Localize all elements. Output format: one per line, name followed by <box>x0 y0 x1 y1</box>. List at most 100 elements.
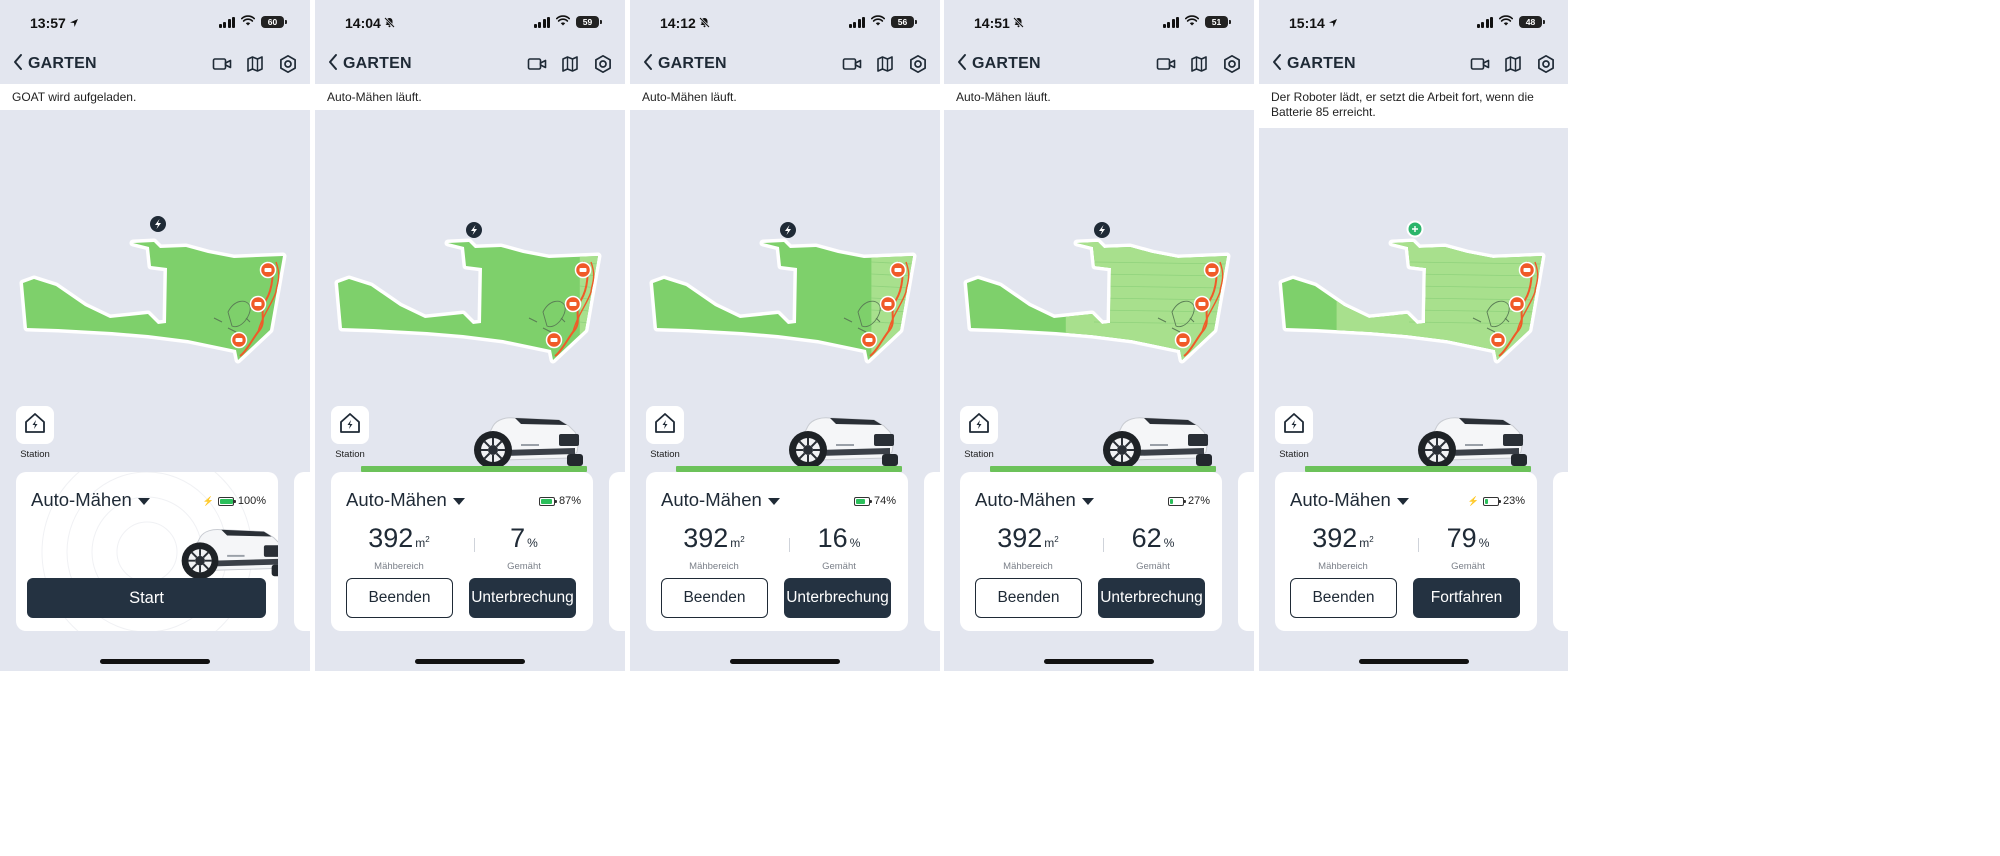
page-title: GARTEN <box>972 55 1041 72</box>
battery-icon <box>1167 496 1187 506</box>
end-button[interactable]: Beenden <box>661 578 768 618</box>
station-button[interactable] <box>960 406 998 444</box>
end-button[interactable]: Beenden <box>346 578 453 618</box>
next-card-peek[interactable] <box>294 472 310 631</box>
station-button[interactable] <box>16 406 54 444</box>
page-title: GARTEN <box>658 55 727 72</box>
map-icon[interactable] <box>1502 52 1523 76</box>
phone-battery: 48 <box>1519 16 1545 28</box>
percent-unit: % <box>527 536 538 550</box>
pause-button[interactable]: Unterbrechung <box>469 578 576 618</box>
status-banner: GOAT wird aufgeladen. <box>0 84 310 110</box>
station-button[interactable] <box>331 406 369 444</box>
status-time: 14:04 <box>345 15 381 31</box>
mode-label: Auto-Mähen <box>31 489 132 510</box>
status-time: 14:51 <box>974 15 1010 31</box>
home-indicator <box>415 659 525 664</box>
next-card-peek[interactable] <box>609 472 625 631</box>
mower-illustration <box>778 410 902 472</box>
map-icon[interactable] <box>244 52 265 76</box>
mowed-label: Gemäht <box>1451 561 1485 572</box>
end-button[interactable]: Beenden <box>1290 578 1397 618</box>
status-indicators: 51 <box>1162 15 1231 28</box>
area-unit-base: m <box>1044 536 1055 550</box>
home-indicator <box>1359 659 1469 664</box>
phone-screen: 14:04 59 GARTEN Auto-Mähen läuft. Station Aut… <box>315 0 625 671</box>
area-value-row: 392 m2 <box>344 522 454 559</box>
station-button[interactable] <box>646 406 684 444</box>
back-button[interactable]: GARTEN <box>12 52 97 76</box>
back-button[interactable]: GARTEN <box>642 52 727 76</box>
mowed-value-row: 79% <box>1413 522 1523 559</box>
percent-unit: % <box>1163 536 1175 550</box>
status-banner: Auto-Mähen läuft. <box>315 84 625 110</box>
settings-icon[interactable] <box>277 52 298 76</box>
station-button[interactable] <box>1275 406 1313 444</box>
station-label: Station <box>20 449 50 460</box>
pause-button[interactable]: Unterbrechung <box>784 578 891 618</box>
stat-divider <box>1418 538 1419 552</box>
location-arrow-icon <box>69 19 79 31</box>
back-button[interactable]: GARTEN <box>327 52 412 76</box>
map-icon[interactable] <box>874 52 895 76</box>
mowed-value-row: 7% <box>469 522 579 559</box>
next-card-peek[interactable] <box>1238 472 1254 631</box>
back-button[interactable]: GARTEN <box>1271 52 1356 76</box>
next-card-peek[interactable] <box>924 472 940 631</box>
lawn-map[interactable] <box>0 40 310 370</box>
status-indicators: 48 <box>1476 15 1545 28</box>
area-value: 392 <box>997 523 1043 553</box>
nav-actions <box>211 52 298 76</box>
mower-illustration <box>171 522 278 580</box>
end-button[interactable]: Beenden <box>975 578 1082 618</box>
mode-label: Auto-Mähen <box>661 489 762 510</box>
camera-icon[interactable] <box>526 52 547 76</box>
settings-icon[interactable] <box>1535 52 1556 76</box>
mode-selector[interactable]: Auto-Mähen <box>975 489 1094 511</box>
mode-label: Auto-Mähen <box>1290 489 1391 510</box>
nav-actions <box>526 52 613 76</box>
phone-battery: 59 <box>576 16 602 28</box>
mode-selector[interactable]: Auto-Mähen <box>346 489 465 511</box>
lawn-strip <box>361 466 587 472</box>
battery-percent: 74% <box>873 495 896 507</box>
charging-station-icon <box>338 411 362 440</box>
settings-icon[interactable] <box>1221 52 1242 76</box>
percent-unit: % <box>1478 536 1490 550</box>
area-unit: m2 <box>1044 535 1058 550</box>
nav-bar: GARTEN <box>630 44 940 84</box>
wifi-icon <box>241 13 255 31</box>
status-time-group: 13:57 <box>30 15 79 31</box>
station-label: Station <box>650 449 680 460</box>
lawn-map[interactable] <box>630 76 940 370</box>
map-icon[interactable] <box>559 52 580 76</box>
chevron-left-icon <box>956 53 968 76</box>
battery-fill <box>1484 498 1488 504</box>
lawn-map[interactable] <box>1259 40 1568 370</box>
settings-icon[interactable] <box>592 52 613 76</box>
back-button[interactable]: GARTEN <box>956 52 1041 76</box>
area-value-row: 392 m2 <box>1288 522 1398 559</box>
mode-selector[interactable]: Auto-Mähen <box>1290 489 1409 511</box>
settings-icon[interactable] <box>907 52 928 76</box>
nav-actions <box>841 52 928 76</box>
mowed-value-row: 62% <box>1098 522 1208 559</box>
area-stat: 392 m2 Mähbereich <box>659 522 769 572</box>
mode-selector[interactable]: Auto-Mähen <box>661 489 780 511</box>
camera-icon[interactable] <box>841 52 862 76</box>
mowed-label: Gemäht <box>1136 561 1170 572</box>
camera-icon[interactable] <box>1469 52 1490 76</box>
camera-icon[interactable] <box>211 52 232 76</box>
pause-button[interactable]: Unterbrechung <box>1098 578 1205 618</box>
battery-fill <box>1169 498 1173 504</box>
next-card-peek[interactable] <box>1553 472 1568 631</box>
resume-button[interactable]: Fortfahren <box>1413 578 1520 618</box>
lawn-map[interactable] <box>315 61 625 370</box>
start-button[interactable]: Start <box>27 578 266 618</box>
lawn-map[interactable] <box>944 120 1254 370</box>
mode-selector[interactable]: Auto-Mähen <box>31 489 150 511</box>
mowed-value: 16 <box>817 523 848 553</box>
map-icon[interactable] <box>1188 52 1209 76</box>
percent-unit: % <box>849 536 861 550</box>
camera-icon[interactable] <box>1155 52 1176 76</box>
